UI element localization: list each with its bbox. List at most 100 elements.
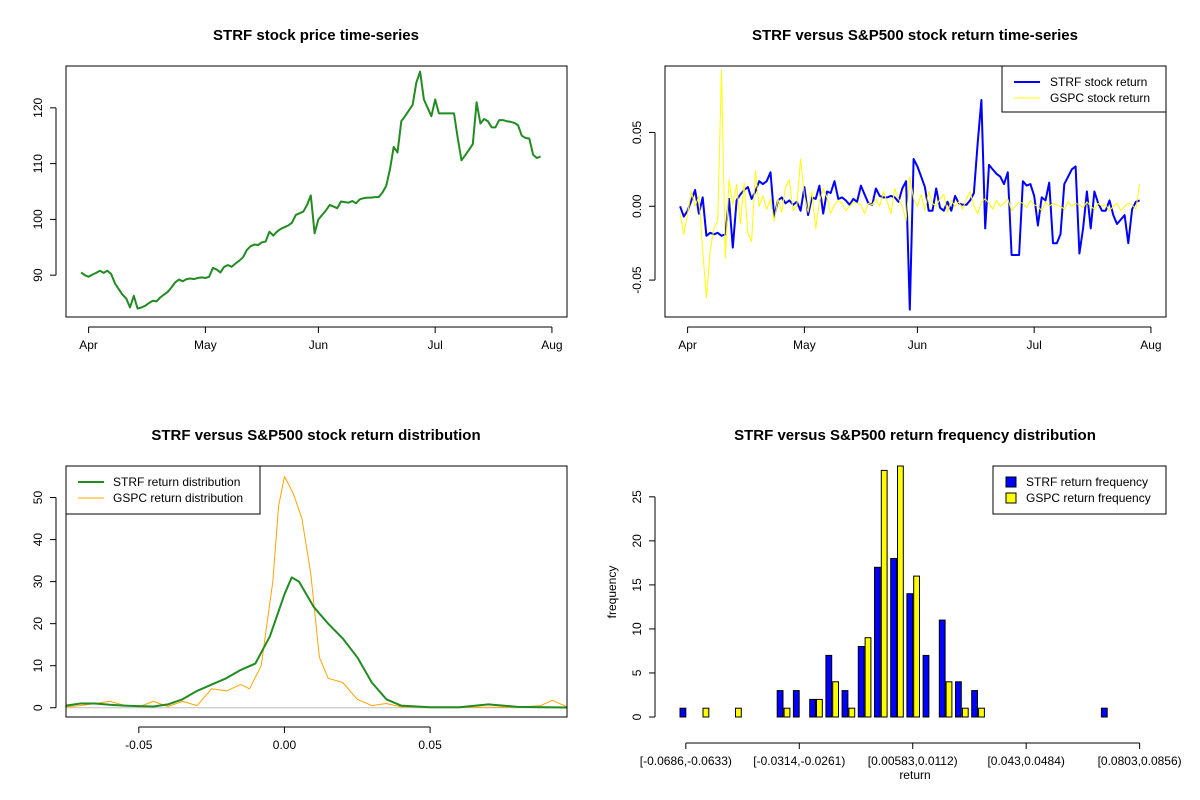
strf-frequency-bar	[809, 698, 817, 718]
x-tick-label: [-0.0686,-0.0633)	[640, 754, 732, 768]
x-tick-label: -0.05	[125, 738, 153, 752]
x-tick-label: 0.00	[273, 738, 297, 752]
x-tick-label: Jun	[908, 338, 927, 352]
strf-frequency-bar	[890, 558, 898, 718]
legend-label-gspc: GSPC return frequency	[1026, 491, 1151, 505]
y-axis: -0.05 0.00 0.05	[630, 120, 656, 294]
x-axis: Apr May Jun Jul Aug	[79, 326, 563, 352]
gspc-frequency-bar	[783, 707, 791, 718]
strf-density-line	[65, 576, 568, 709]
gspc-frequency-bar	[848, 707, 856, 718]
x-tick-label: Jun	[309, 338, 328, 352]
chart-marks	[80, 70, 541, 310]
x-tick-label: Apr	[678, 338, 697, 352]
y-tick-label: 50	[31, 491, 45, 505]
gspc-frequency-bar	[864, 637, 872, 718]
legend-label-strf: STRF stock return	[1050, 75, 1147, 89]
legend-swatch-gspc	[1005, 492, 1017, 504]
gspc-frequency-bar	[961, 707, 969, 718]
y-tick-label: 20	[31, 617, 45, 631]
gspc-frequency-bar	[913, 575, 921, 718]
legend-label-strf: STRF return distribution	[113, 475, 240, 489]
return-density-panel: STRF versus S&P500 stock return distribu…	[31, 427, 568, 752]
y-tick-label: 0	[31, 704, 45, 711]
gspc-frequency-bar	[832, 681, 840, 718]
legend-swatch-strf	[1005, 476, 1017, 488]
legend-label-strf: STRF return frequency	[1026, 475, 1148, 489]
chart-title: STRF stock price time-series	[213, 27, 419, 44]
strf-frequency-bar	[679, 707, 687, 718]
strf-frequency-bar	[922, 654, 930, 718]
x-tick-label: 0.05	[418, 738, 442, 752]
strf-frequency-bar	[955, 681, 962, 718]
y-tick-label: 120	[31, 98, 45, 118]
x-axis: Apr May Jun Jul Aug	[678, 326, 1162, 352]
y-axis: 90 100 110 120	[31, 98, 57, 282]
strf-frequency-bar	[792, 690, 800, 718]
y-tick-label: 0	[630, 713, 644, 720]
strf-frequency-bar	[776, 690, 784, 718]
chart-title: STRF versus S&P500 return frequency dist…	[734, 427, 1096, 444]
strf-frequency-bar	[825, 654, 833, 718]
x-axis-label: return	[899, 768, 930, 782]
x-tick-label: Jul	[427, 338, 442, 352]
price-series-line	[80, 70, 541, 310]
x-tick-label: [0.00583,0.0112)	[868, 754, 958, 768]
y-tick-label: 110	[31, 154, 45, 173]
return-timeseries-panel: STRF versus S&P500 stock return time-ser…	[630, 27, 1167, 352]
strf-frequency-bar	[938, 619, 946, 718]
gspc-frequency-bar	[816, 698, 823, 718]
gspc-frequency-bar	[978, 707, 985, 718]
y-axis-label: frequency	[605, 566, 619, 619]
legend-box	[992, 465, 1167, 515]
y-tick-label: 10	[630, 622, 644, 636]
x-tick-label: Aug	[1140, 338, 1161, 352]
chart-marks	[679, 465, 1108, 718]
y-tick-label: 30	[31, 575, 45, 589]
y-axis: 0 5 10 15 20 25	[630, 490, 656, 720]
y-tick-label: 0.05	[630, 120, 644, 144]
x-tick-label: [-0.0314,-0.0261)	[753, 754, 845, 768]
strf-frequency-bar	[841, 690, 849, 718]
y-tick-label: 5	[630, 669, 644, 676]
y-tick-label: 20	[630, 534, 644, 548]
y-axis: 0 10 20 30 40 50	[31, 491, 57, 711]
chart-marks	[679, 69, 1141, 311]
gspc-density-line	[65, 476, 568, 708]
legend-label-gspc: GSPC return distribution	[113, 491, 243, 505]
strf-frequency-bar	[906, 593, 914, 718]
y-tick-label: -0.05	[630, 266, 644, 294]
x-tick-label: [0.043,0.0484)	[987, 754, 1064, 768]
y-tick-label: 90	[31, 268, 45, 282]
legend-box	[1001, 65, 1167, 113]
x-tick-label: Aug	[541, 338, 562, 352]
strf-frequency-bar	[874, 566, 881, 718]
strf-frequency-bar	[857, 646, 865, 718]
plot-frame	[65, 465, 568, 718]
y-tick-label: 40	[31, 533, 45, 547]
gspc-frequency-bar	[945, 681, 953, 718]
legend-box	[65, 465, 261, 515]
plot-frame	[664, 65, 1167, 318]
strf-frequency-bar	[1100, 707, 1108, 718]
gspc-frequency-bar	[897, 465, 904, 718]
y-tick-label: 25	[630, 490, 644, 504]
y-tick-label: 100	[31, 209, 45, 229]
x-axis: -0.05 0.00 0.05	[125, 726, 442, 752]
strf-frequency-bar	[971, 690, 979, 718]
legend: STRF stock return GSPC stock return	[1001, 65, 1167, 113]
legend: STRF return frequency GSPC return freque…	[992, 465, 1167, 515]
x-tick-label: May	[194, 338, 217, 352]
y-tick-label: 15	[630, 578, 644, 592]
x-tick-label: Jul	[1026, 338, 1041, 352]
y-tick-label: 10	[31, 659, 45, 673]
plot-frame	[65, 65, 568, 318]
strf-return-line	[679, 99, 1140, 311]
gspc-frequency-bar	[735, 707, 742, 718]
chart-title: STRF versus S&P500 stock return distribu…	[151, 427, 480, 444]
y-tick-label: 0.00	[630, 194, 644, 218]
price-timeseries-panel: STRF stock price time-series Apr May Jun Ju…	[31, 27, 568, 352]
x-tick-label: Apr	[79, 338, 98, 352]
chart-marks	[65, 476, 568, 709]
x-tick-label: May	[793, 338, 816, 352]
